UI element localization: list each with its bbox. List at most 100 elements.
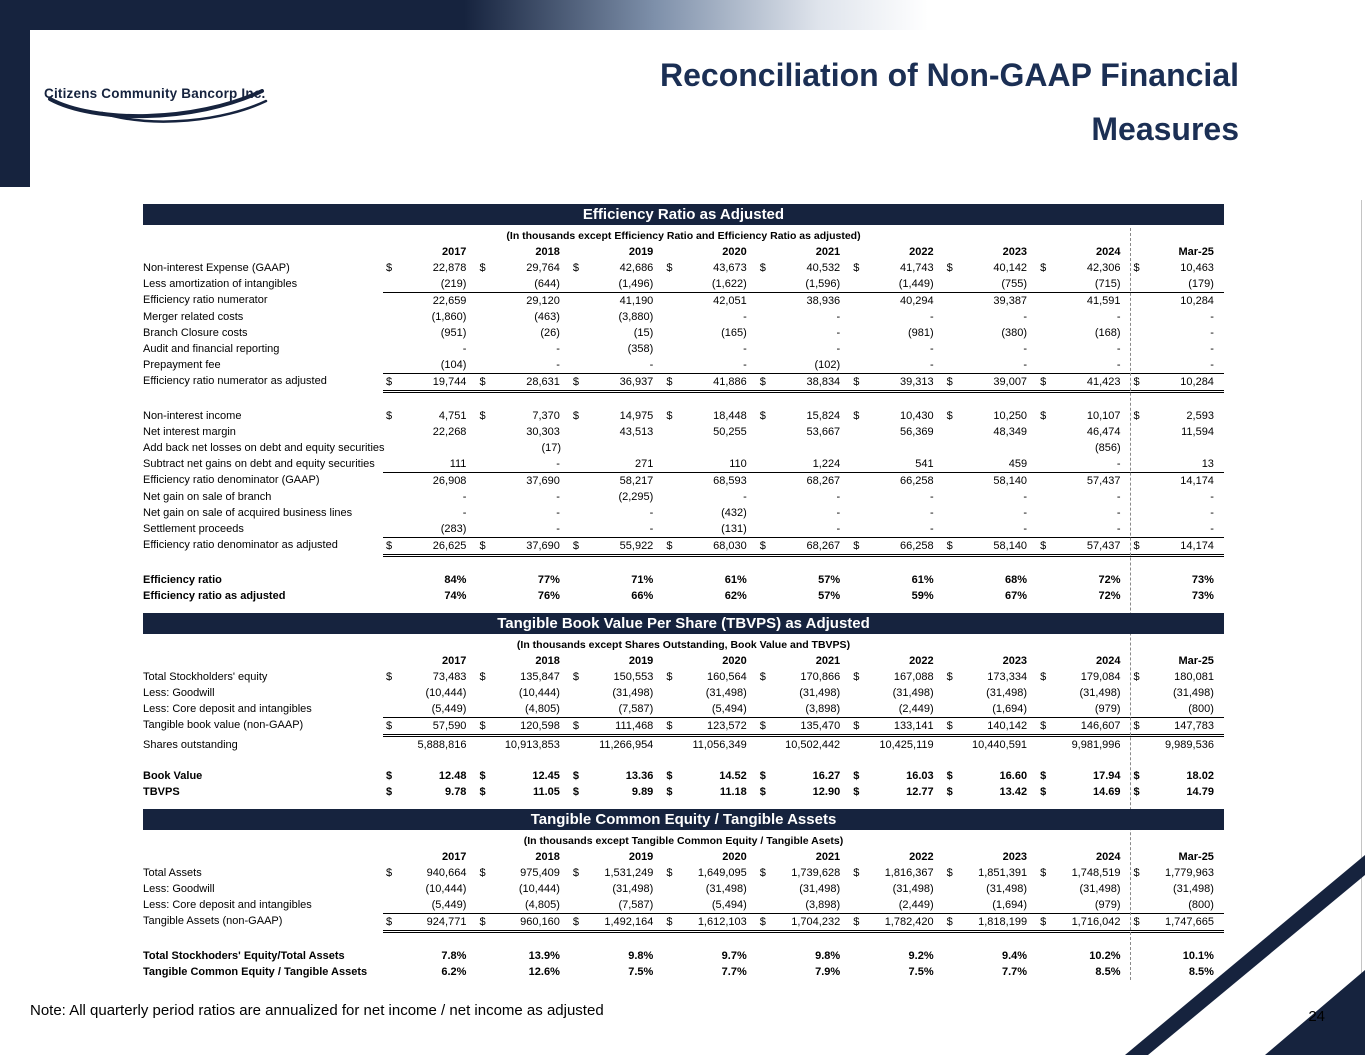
cell-value: (800) xyxy=(1188,703,1214,715)
row-label: Add back net losses on debt and equity s… xyxy=(143,442,385,454)
table-row: Total Stockholders' equity $73,483 $135,84… xyxy=(143,669,1224,685)
table-cell: $9.89 xyxy=(570,784,663,800)
cell-value: 40,294 xyxy=(899,295,934,307)
table-cell: $179,084 xyxy=(1037,669,1130,685)
cell-value: - xyxy=(836,491,841,503)
table-cell: $960,160 xyxy=(476,913,570,933)
cell-value: 11.18 xyxy=(719,786,747,798)
table-cell: $42,306 xyxy=(1037,260,1130,276)
cell-value: (3,880) xyxy=(618,311,654,323)
cell-value: 9.8% xyxy=(815,950,841,962)
table-cell: 2021 xyxy=(757,653,850,669)
cell-value: 541 xyxy=(915,458,934,470)
cell-value: - xyxy=(1116,458,1121,470)
table-cell: - xyxy=(663,489,756,505)
table-cell: $2,593 xyxy=(1131,408,1224,424)
table-cell: 48,349 xyxy=(944,424,1037,440)
table-cell: $16.60 xyxy=(944,768,1037,784)
cell-value: Mar-25 xyxy=(1178,851,1214,863)
table-grid: 2017 2018 2019 2020 2021 2022 2023 2024 Mar-25 To… xyxy=(143,849,1224,980)
row-label: Subtract net gains on debt and equity se… xyxy=(143,458,375,470)
table-header-row: 2017 2018 2019 2020 2021 2022 2023 2024 Mar-25 xyxy=(143,653,1224,669)
tbvps-table: Tangible Book Value Per Share (TBVPS) as… xyxy=(143,613,1224,800)
table-cell: 73% xyxy=(1131,572,1224,588)
cell-value: (31,498) xyxy=(892,687,934,699)
cell-value: (10,444) xyxy=(425,883,467,895)
table-cell: $12.77 xyxy=(850,784,943,800)
table-cell: 22,659 xyxy=(383,292,477,309)
table-cell: 72% xyxy=(1037,588,1130,604)
cell-value: 9.2% xyxy=(908,950,934,962)
dollar-sign: $ xyxy=(479,786,486,798)
table-cell: $1,818,199 xyxy=(943,913,1038,933)
cell-value: 58,217 xyxy=(619,475,654,487)
table-cell: (1,622) xyxy=(663,276,756,292)
table-cell: (463) xyxy=(476,309,569,325)
cell-value: - xyxy=(836,311,841,323)
table-cell: - xyxy=(850,521,943,537)
row-label: Tangible book value (non-GAAP) xyxy=(143,719,304,731)
dollar-sign: $ xyxy=(386,770,393,782)
table-cell: $10,107 xyxy=(1037,408,1130,424)
cell-value: 2019 xyxy=(628,851,654,863)
table-row: Tangible Assets (non-GAAP) $924,771 $960,1… xyxy=(143,913,1224,933)
cell-value: Mar-25 xyxy=(1178,246,1214,258)
dollar-sign: $ xyxy=(386,720,393,732)
cell-value: 68,030 xyxy=(713,540,747,552)
table-cell: 9.2% xyxy=(850,948,943,964)
table-cell: $1,492,164 xyxy=(569,913,664,933)
row-label: Tangible Common Equity / Tangible Assets xyxy=(143,966,368,978)
row-label: Efficiency ratio denominator as adjusted xyxy=(143,539,338,551)
cell-value: 13.42 xyxy=(999,786,1028,798)
cell-value: - xyxy=(1023,491,1028,503)
cell-value: (31,498) xyxy=(986,883,1028,895)
cell-value: (800) xyxy=(1188,899,1214,911)
cell-value: 41,886 xyxy=(713,376,747,388)
table-header-row: 2017 2018 2019 2020 2021 2022 2023 2024 Mar-25 xyxy=(143,244,1224,260)
table-cell: (5,494) xyxy=(663,701,756,717)
cell-value: 111 xyxy=(449,458,467,470)
row-label: Net gain on sale of branch xyxy=(143,491,272,503)
table-cell: $43,673 xyxy=(663,260,756,276)
table-cell: 53,667 xyxy=(757,424,850,440)
table-row: Efficiency ratio as adjusted 74% 76% 66% 62%… xyxy=(143,588,1224,604)
table-cell: (104) xyxy=(383,357,476,373)
cell-value: 1,747,665 xyxy=(1165,916,1214,928)
corner-decoration xyxy=(1125,855,1365,1055)
table-cell: 38,936 xyxy=(756,292,851,309)
table-cell: - xyxy=(663,341,756,357)
header-gradient-bar xyxy=(0,0,1365,30)
table-row: Tangible book value (non-GAAP) $57,590 $12… xyxy=(143,717,1224,737)
cell-value: 28,631 xyxy=(526,376,560,388)
table-cell: $1,739,628 xyxy=(757,865,850,881)
cell-value: 2024 xyxy=(1096,655,1121,667)
dollar-sign: $ xyxy=(946,916,953,928)
cell-value: (104) xyxy=(440,359,467,371)
dollar-sign: $ xyxy=(386,671,393,683)
table-cell: - xyxy=(944,309,1037,325)
table-cell: 7.5% xyxy=(850,964,943,980)
cell-value: (5,449) xyxy=(431,899,467,911)
dollar-sign: $ xyxy=(572,540,579,552)
table-cell: $16.03 xyxy=(850,768,943,784)
table-row: Book Value $12.48 $12.45 $13.36 $14.52 $16.27… xyxy=(143,768,1224,784)
table-cell: $10,430 xyxy=(850,408,943,424)
cell-value: (979) xyxy=(1094,899,1121,911)
table-cell: (2,449) xyxy=(850,701,943,717)
table-cell: $29,764 xyxy=(476,260,569,276)
dollar-sign: $ xyxy=(1040,671,1047,683)
table-cell: Mar-25 xyxy=(1131,244,1224,260)
table-cell: 46,474 xyxy=(1037,424,1130,440)
cell-value: 9.89 xyxy=(631,786,654,798)
table-cell: 2019 xyxy=(570,244,663,260)
cell-value: 68,267 xyxy=(806,475,841,487)
table-cell: $1,747,665 xyxy=(1130,913,1224,933)
cell-value: - xyxy=(1116,311,1121,323)
dollar-sign: $ xyxy=(946,786,953,798)
cell-value: 58,140 xyxy=(993,475,1028,487)
table-cell: (2,295) xyxy=(570,489,663,505)
table-cell: $12.90 xyxy=(757,784,850,800)
table-cell: 61% xyxy=(663,572,756,588)
table-cell: $17.94 xyxy=(1037,768,1130,784)
cell-value: - xyxy=(1116,507,1121,519)
